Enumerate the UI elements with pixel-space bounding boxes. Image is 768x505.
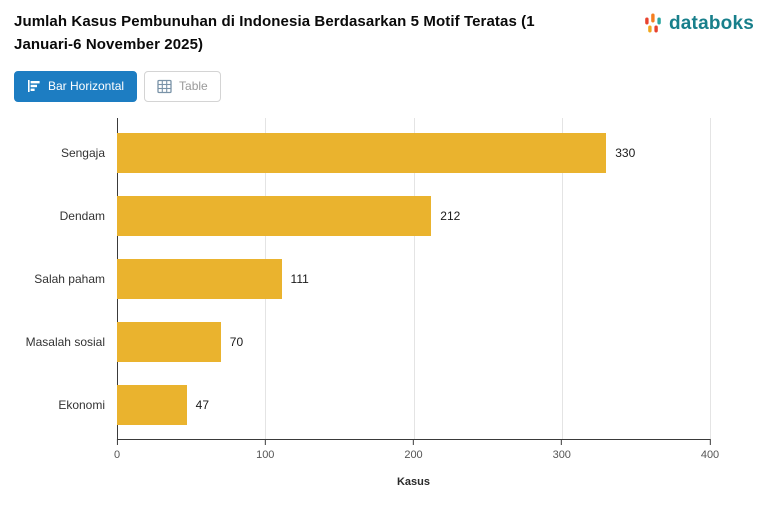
bar[interactable] bbox=[117, 196, 432, 236]
gridline bbox=[561, 117, 563, 439]
value-label: 330 bbox=[615, 146, 636, 160]
chart-row: Dendam 212 bbox=[60, 185, 710, 248]
category-label: Ekonomi bbox=[58, 398, 105, 412]
x-tick: 0 bbox=[113, 438, 121, 461]
value-label: 70 bbox=[229, 335, 244, 349]
x-tick: 400 bbox=[700, 438, 720, 461]
databoks-logo-text: databoks bbox=[668, 13, 754, 34]
chart-row: Ekonomi 47 bbox=[58, 374, 710, 437]
gridline bbox=[413, 117, 415, 439]
databoks-logo-icon bbox=[645, 13, 661, 33]
tick-mark bbox=[561, 438, 563, 445]
x-axis: 0 100 200 300 400 bbox=[113, 438, 719, 469]
header: Jumlah Kasus Pembunuhan di Indonesia Ber… bbox=[14, 10, 754, 57]
tick-mark bbox=[264, 438, 266, 445]
chart-row: Masalah sosial 70 bbox=[26, 311, 710, 374]
bar[interactable] bbox=[117, 385, 187, 425]
x-tick-label: 300 bbox=[552, 448, 571, 461]
table-button-label: Table bbox=[179, 79, 208, 93]
bar-horizontal-button[interactable]: Bar Horizontal bbox=[14, 70, 138, 102]
chart-type-toolbar: Bar Horizontal Table bbox=[14, 70, 754, 102]
databoks-logo[interactable]: databoks bbox=[641, 12, 754, 36]
x-tick: 300 bbox=[552, 438, 571, 461]
x-tick-label: 0 bbox=[113, 448, 121, 461]
x-tick: 100 bbox=[256, 438, 275, 461]
gridline bbox=[710, 117, 711, 439]
tick-mark bbox=[709, 438, 711, 445]
bar-horizontal-button-label: Bar Horizontal bbox=[48, 79, 125, 93]
bar-chart: Sengaja 330 Dendam 212 Salah paham 111 Masalah… bbox=[14, 117, 754, 488]
x-tick: 200 bbox=[404, 438, 423, 461]
chart-rows: Sengaja 330 Dendam 212 Salah paham 111 Masalah… bbox=[26, 118, 710, 439]
bar[interactable] bbox=[117, 322, 221, 362]
category-label: Masalah sosial bbox=[25, 335, 105, 349]
chart-title: Jumlah Kasus Pembunuhan di Indonesia Ber… bbox=[14, 13, 535, 54]
chart-row: Salah paham 111 bbox=[34, 248, 710, 311]
value-label: 111 bbox=[290, 272, 309, 286]
tick-mark bbox=[116, 438, 118, 445]
bar[interactable] bbox=[117, 133, 607, 173]
x-axis-label: Kasus bbox=[396, 475, 431, 488]
plot-area: Sengaja 330 Dendam 212 Salah paham 111 Masalah… bbox=[26, 117, 719, 461]
value-label: 47 bbox=[195, 398, 210, 412]
x-tick-label: 200 bbox=[404, 448, 423, 461]
x-tick-label: 400 bbox=[700, 448, 720, 461]
chart-row: Sengaja 330 bbox=[61, 122, 710, 185]
category-label: Dendam bbox=[59, 209, 105, 223]
tick-mark bbox=[412, 438, 414, 445]
bar[interactable] bbox=[117, 259, 282, 299]
x-tick-label: 100 bbox=[256, 448, 275, 461]
category-label: Salah paham bbox=[34, 272, 105, 286]
value-label: 212 bbox=[440, 209, 461, 223]
table-button[interactable]: Table bbox=[144, 70, 221, 102]
table-icon bbox=[157, 79, 172, 94]
bar-chart-icon bbox=[27, 79, 41, 93]
category-label: Sengaja bbox=[60, 146, 105, 160]
